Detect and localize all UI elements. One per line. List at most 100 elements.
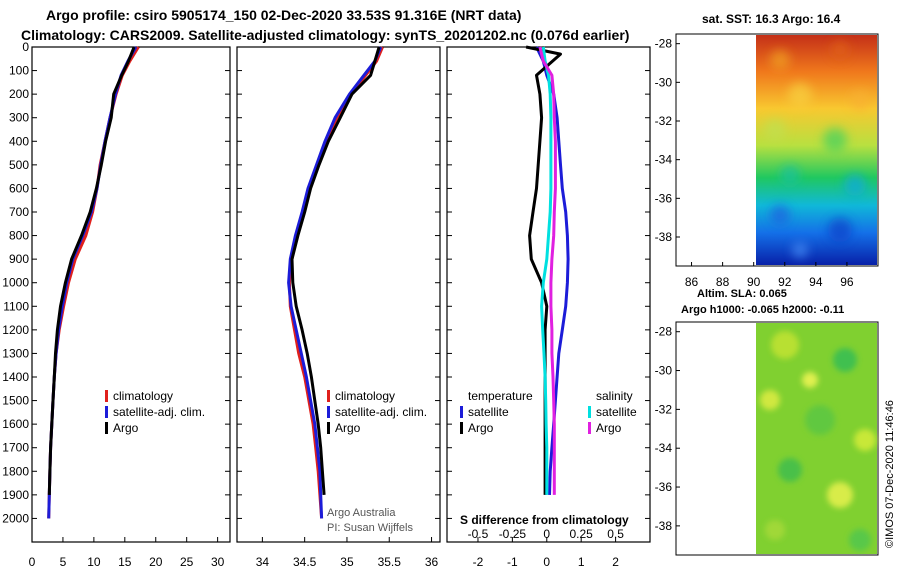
series-layer — [47, 45, 570, 519]
difference-legend: temperature salinity satellite Argo sate… — [460, 389, 637, 527]
legend-swatch-s-argo — [588, 422, 591, 434]
sst-map-axes: -28 -30 -32 -34 -36 -38 86 88 90 92 94 96 — [655, 37, 854, 289]
x-tick-label: 0 — [543, 555, 550, 569]
sst-map-image — [756, 35, 877, 265]
depth-tick-label: 1500 — [2, 394, 29, 408]
x-tick-label: 35.5 — [378, 555, 402, 569]
series-line-salinity-argo — [538, 46, 557, 495]
legend-label-satellite-adj: satellite-adj. clim. — [335, 405, 427, 419]
depth-tick-label: 900 — [9, 252, 29, 266]
x-tick-label: -2 — [473, 555, 484, 569]
x-tick-label: 5 — [60, 555, 67, 569]
map-lat-label: -34 — [655, 153, 673, 167]
sla-map-title: Altim. SLA: 0.065 — [697, 288, 787, 300]
legend-label-argo: Argo — [335, 421, 361, 435]
depth-tick-label: 1900 — [2, 488, 29, 502]
x2-tick-label: 0.5 — [607, 527, 624, 541]
x2-tick-label: -0.5 — [468, 527, 489, 541]
x-tick-label: 2 — [612, 555, 619, 569]
annotation-argo-australia: Argo Australia — [327, 507, 396, 519]
sla-map-subtitle: Argo h1000: -0.065 h2000: -0.11 — [681, 304, 844, 316]
x-tick-label: 35 — [340, 555, 354, 569]
map-lon-label: 94 — [809, 275, 823, 289]
x-tick-label: 0 — [29, 555, 36, 569]
depth-tick-label: 1800 — [2, 464, 29, 478]
depth-tick-label: 200 — [9, 87, 29, 101]
salinity-legend: climatology satellite-adj. clim. Argo Ar… — [327, 389, 427, 534]
legend-label-argo: Argo — [113, 421, 139, 435]
map-lat-label: -32 — [655, 114, 673, 128]
legend-swatch-argo — [105, 422, 108, 434]
sst-map-title: sat. SST: 16.3 Argo: 16.4 — [702, 12, 841, 26]
map-lon-label: 86 — [685, 275, 699, 289]
series-line-argo — [47, 46, 136, 495]
x-tick-label: 10 — [87, 555, 101, 569]
depth-tick-label: 700 — [9, 205, 29, 219]
map-lat-label: -28 — [655, 37, 673, 51]
x2-tick-label: -0.25 — [499, 527, 527, 541]
series-line-argo — [290, 46, 381, 496]
difference-panel-frame — [446, 46, 651, 543]
x-tick-label: 30 — [211, 555, 225, 569]
legend-label-t-satellite: satellite — [468, 405, 509, 419]
legend-label-climatology: climatology — [335, 389, 395, 403]
annotation-pi: PI: Susan Wijffels — [327, 522, 413, 534]
map-lat-label: -38 — [655, 230, 673, 244]
legend-swatch-climatology — [327, 390, 330, 402]
depth-tick-label: 1600 — [2, 417, 29, 431]
sla-map-axes: -28 -30 -32 -34 -36 -38 — [655, 325, 680, 533]
depth-tick-label: 1700 — [2, 441, 29, 455]
depth-tick-label: 0 — [22, 40, 29, 54]
map-lat-label: -32 — [655, 402, 673, 416]
x2-tick-label: 0 — [543, 527, 550, 541]
x-tick-label: 36 — [425, 555, 439, 569]
x2-tick-label: 0.25 — [570, 527, 594, 541]
x-tick-label: 1 — [578, 555, 585, 569]
depth-tick-label: 1400 — [2, 370, 29, 384]
depth-tick-label: 500 — [9, 158, 29, 172]
map-lat-label: -36 — [655, 480, 673, 494]
depth-tick-label: 100 — [9, 64, 29, 78]
x-tick-label: 25 — [180, 555, 194, 569]
map-lat-label: -38 — [655, 519, 673, 533]
header-title-line2: Climatology: CARS2009. Satellite-adjuste… — [21, 27, 630, 43]
map-lat-label: -30 — [655, 75, 673, 89]
map-lon-label: 88 — [716, 275, 730, 289]
depth-tick-label: 400 — [9, 134, 29, 148]
x-tick-label: 15 — [118, 555, 132, 569]
map-lon-label: 96 — [840, 275, 854, 289]
map-lat-label: -34 — [655, 441, 673, 455]
legend-swatch-s-satellite — [588, 406, 591, 418]
legend-label-s-satellite: satellite — [596, 405, 637, 419]
tick-layer: 0100200300400500600700800900100011001200… — [2, 40, 650, 569]
series-line-salinity-satellite — [540, 46, 553, 495]
legend-label-satellite-adj: satellite-adj. clim. — [113, 405, 205, 419]
depth-tick-label: 1200 — [2, 323, 29, 337]
depth-tick-label: 1300 — [2, 346, 29, 360]
sla-map-image — [756, 323, 877, 554]
map-lat-label: -30 — [655, 364, 673, 378]
legend-heading-temperature: temperature — [468, 389, 533, 403]
credit-text: ©IMOS 07-Dec-2020 11:46:46 — [884, 400, 896, 548]
legend-label-climatology: climatology — [113, 389, 173, 403]
x-tick-label: 34 — [256, 555, 270, 569]
x-tick-label: 20 — [149, 555, 163, 569]
depth-tick-label: 600 — [9, 181, 29, 195]
legend-swatch-satellite-adj — [105, 406, 108, 418]
salinity-panel-frame — [236, 46, 441, 543]
legend-label-s-argo: Argo — [596, 421, 622, 435]
depth-tick-label: 1000 — [2, 276, 29, 290]
legend-swatch-t-satellite — [460, 406, 463, 418]
depth-tick-label: 800 — [9, 229, 29, 243]
legend-swatch-satellite-adj — [327, 406, 330, 418]
series-line-satellite-adj-clim- — [287, 46, 383, 519]
depth-tick-label: 2000 — [2, 511, 29, 525]
header-title-line1: Argo profile: csiro 5905174_150 02-Dec-2… — [46, 7, 522, 23]
map-lat-label: -36 — [655, 191, 673, 205]
legend-heading-salinity: salinity — [596, 389, 633, 403]
depth-tick-label: 300 — [9, 111, 29, 125]
depth-tick-label: 1100 — [3, 299, 29, 313]
x-tick-label: 34.5 — [293, 555, 317, 569]
legend-swatch-climatology — [105, 390, 108, 402]
